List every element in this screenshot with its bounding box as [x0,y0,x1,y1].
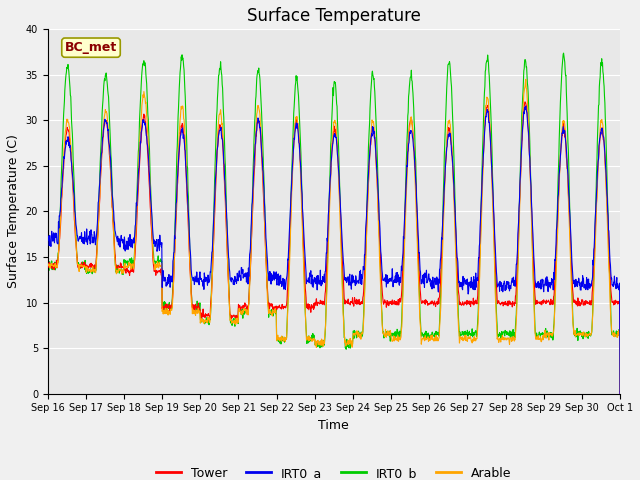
X-axis label: Time: Time [319,419,349,432]
Text: BC_met: BC_met [65,41,117,54]
Title: Surface Temperature: Surface Temperature [247,7,420,25]
Y-axis label: Surface Temperature (C): Surface Temperature (C) [7,134,20,288]
Legend: Tower, IRT0_a, IRT0_b, Arable: Tower, IRT0_a, IRT0_b, Arable [151,462,516,480]
